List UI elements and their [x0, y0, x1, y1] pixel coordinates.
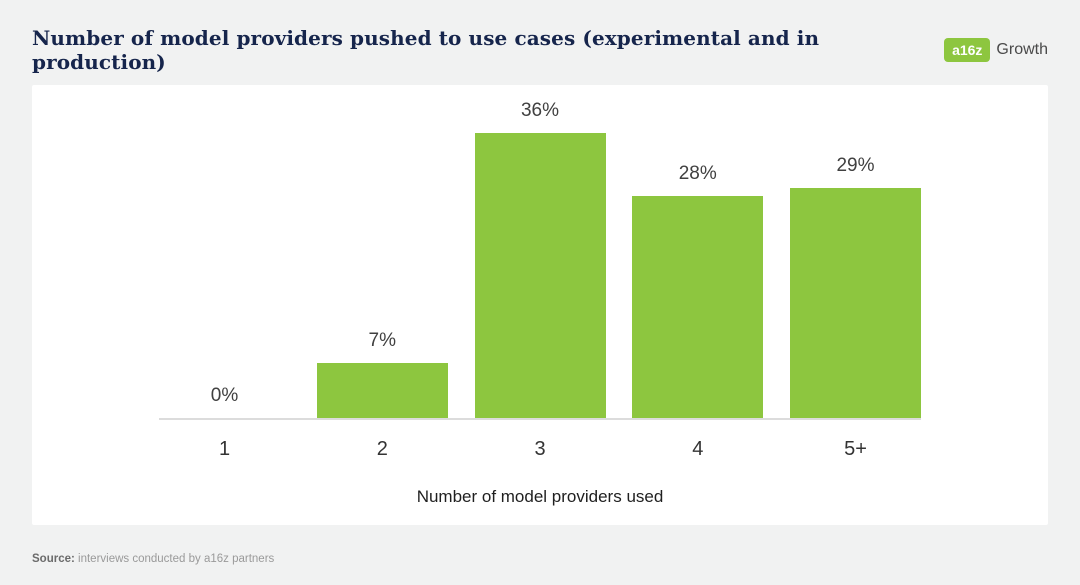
bar: [474, 133, 606, 418]
bar: [790, 188, 921, 418]
source-text: interviews conducted by a16z partners: [74, 553, 275, 565]
bar-value-label: 7%: [368, 330, 396, 352]
x-tick-label: 1: [218, 438, 231, 460]
header: Number of model providers pushed to use …: [0, 0, 1080, 74]
bar: [632, 196, 764, 418]
bar-value-label: 36%: [520, 100, 560, 122]
bar-chart: 0% 7% 36% 28% 29% 1 2 3 4 5+ Number of model pro…: [159, 98, 921, 507]
source-note: Source: interviews conducted by a16z par…: [32, 553, 274, 565]
bar-group-3: 36%: [474, 100, 606, 418]
x-axis-line: [159, 418, 921, 420]
bar-group-1: 0%: [159, 385, 290, 418]
x-tick-label: 2: [376, 438, 388, 460]
bar-group-5+: 29%: [790, 155, 921, 418]
x-tick-label: 4: [692, 438, 704, 460]
bar-group-4: 28%: [632, 163, 764, 418]
x-axis-title: Number of model providers used: [416, 487, 664, 506]
logo-growth-text: Growth: [996, 41, 1048, 58]
x-tick-label: 3: [534, 438, 546, 460]
bar: [316, 363, 448, 418]
x-tick-label: 5+: [844, 438, 867, 460]
x-axis-ticks: 1 2 3 4 5+: [159, 420, 921, 461]
bars-area: 0% 7% 36% 28% 29%: [159, 98, 921, 418]
bar-value-label: 0%: [210, 385, 239, 407]
bar-value-label: 29%: [836, 155, 875, 177]
bar-value-label: 28%: [678, 163, 717, 185]
chart-card: 0% 7% 36% 28% 29% 1 2 3 4 5+ Number of model pro…: [32, 85, 1048, 525]
page-title: Number of model providers pushed to use …: [32, 26, 820, 74]
a16z-logo-badge: a16z: [944, 38, 991, 62]
a16z-growth-logo: a16z Growth: [944, 38, 1048, 62]
bar-group-2: 7%: [316, 330, 448, 418]
source-label: Source:: [32, 553, 75, 565]
